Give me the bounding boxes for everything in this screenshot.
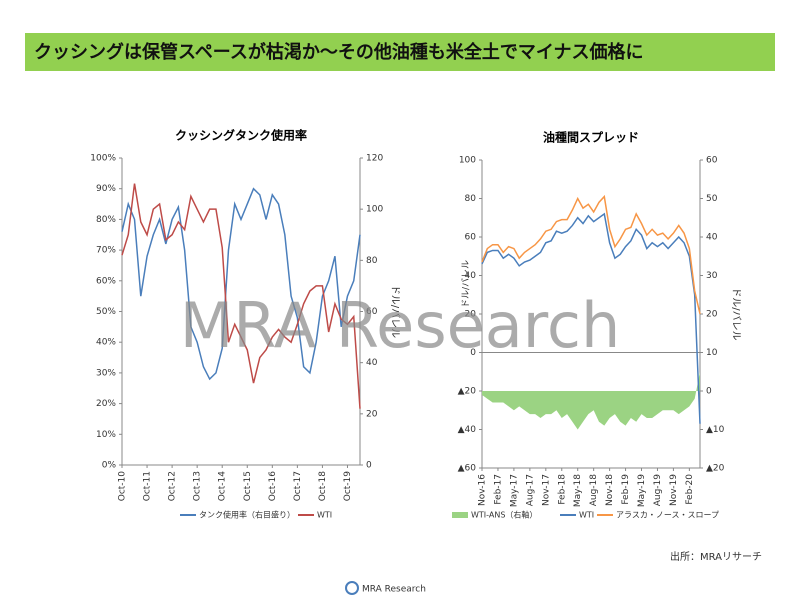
x-tick-label: Feb-20 (685, 474, 695, 505)
x-tick-label: Feb-18 (557, 474, 567, 505)
y2-tick-label: 40 (366, 358, 378, 368)
y-tick-label: 40% (96, 338, 116, 348)
x-tick-label: Oct-17 (293, 471, 303, 501)
x-tick-label: Feb-19 (621, 474, 631, 505)
x-tick-label: Oct-15 (243, 471, 253, 501)
chart-title: クッシングタンク使用率 (175, 128, 307, 143)
x-tick-label: Aug-17 (525, 474, 535, 506)
watermark: MRA Research (180, 289, 621, 362)
legend-label: WTI-ANS（右軸） (471, 510, 537, 520)
y2-tick-label: ▲10 (706, 425, 725, 435)
y-axis-label: ドル/バレル (461, 260, 472, 308)
x-tick-label: Oct-14 (218, 471, 228, 502)
x-tick-label: May-18 (573, 474, 583, 507)
x-tick-label: Oct-10 (118, 471, 128, 502)
y2-tick-label: 120 (366, 154, 383, 164)
x-tick-label: Oct-16 (268, 471, 278, 502)
x-tick-label: Oct-11 (143, 471, 153, 501)
x-tick-label: May-17 (509, 474, 519, 507)
y-tick-label: 30% (96, 368, 116, 378)
logo-icon (345, 581, 359, 595)
y2-tick-label: 60 (366, 307, 378, 317)
x-tick-label: Aug-18 (589, 474, 599, 507)
x-tick-label: Oct-18 (318, 471, 328, 502)
x-tick-label: Nov-19 (669, 474, 679, 506)
y2-tick-label: ▲20 (706, 464, 725, 474)
y-tick-label: 50% (96, 307, 116, 317)
x-tick-label: Nov-16 (478, 474, 488, 506)
y-tick-label: ▲60 (458, 464, 477, 474)
header-title: クッシングは保管スペースが枯渇か～その他油種も米全土でマイナス価格に (34, 41, 643, 63)
y-tick-label: 10% (96, 430, 116, 440)
logo-text: MRA Research (362, 585, 426, 595)
area (482, 371, 700, 430)
y2-tick-label: 50 (706, 194, 718, 204)
legend-label: アラスカ・ノース・スロープ (616, 511, 719, 520)
header-bar (25, 33, 775, 71)
charts: クッシングタンク使用率 0% 10% 20% 30% 40% 50% 60% 70% 80% 90%… (90, 128, 742, 520)
x-tick-label: Oct-19 (343, 471, 353, 502)
y2-tick-label: 0 (706, 387, 712, 397)
y-tick-label: 100 (459, 156, 476, 166)
y-tick-label: 60% (96, 276, 116, 286)
legend-label: タンク使用率（右目盛り） (199, 510, 295, 520)
y2-tick-label: 100 (366, 205, 383, 215)
y-tick-label: ▲20 (458, 387, 477, 397)
y-tick-label: 90% (96, 184, 116, 194)
y-tick-label: 0 (470, 348, 476, 358)
x-tick-label: May-19 (637, 474, 647, 507)
line (481, 194, 701, 315)
x-tick-label: Oct-13 (193, 471, 203, 501)
y2-axis-label: ドル/バレル (389, 285, 401, 338)
legend-swatch (452, 512, 468, 518)
y-tick-label: ▲40 (458, 425, 477, 435)
line (121, 187, 361, 381)
y-tick-label: 0% (102, 461, 117, 471)
y2-tick-label: 30 (706, 271, 718, 281)
y2-tick-label: 60 (706, 156, 718, 166)
legend-label: WTI (317, 511, 332, 520)
y2-tick-label: 0 (366, 461, 372, 471)
y-tick-label: 70% (96, 246, 116, 256)
line (481, 212, 701, 424)
x-tick-label: Nov-17 (541, 474, 551, 506)
y2-axis-label: ドル/バレル (730, 287, 742, 340)
y-tick-label: 20% (96, 399, 116, 409)
x-tick-label: Aug-19 (653, 474, 663, 507)
y2-tick-label: 40 (706, 233, 718, 243)
chart-title: 油種間スプレッド (543, 130, 639, 145)
y2-tick-label: 10 (706, 348, 718, 358)
y2-tick-label: 20 (366, 409, 378, 419)
y-tick-label: 100% (90, 154, 116, 164)
x-tick-label: Nov-18 (605, 474, 615, 506)
x-tick-label: Oct-12 (168, 471, 178, 501)
y2-tick-label: 80 (366, 256, 378, 266)
y-tick-label: 40 (465, 271, 477, 281)
x-tick-label: Feb-17 (493, 474, 503, 505)
y-tick-label: 80% (96, 215, 116, 225)
legend-label: WTI (579, 511, 594, 520)
line (121, 183, 361, 409)
y2-tick-label: 20 (706, 310, 718, 320)
source-note: 出所：MRAリサーチ (670, 550, 762, 563)
y-tick-label: 80 (465, 194, 477, 204)
y-tick-label: 60 (465, 233, 477, 243)
y-tick-label: 20 (465, 310, 477, 320)
